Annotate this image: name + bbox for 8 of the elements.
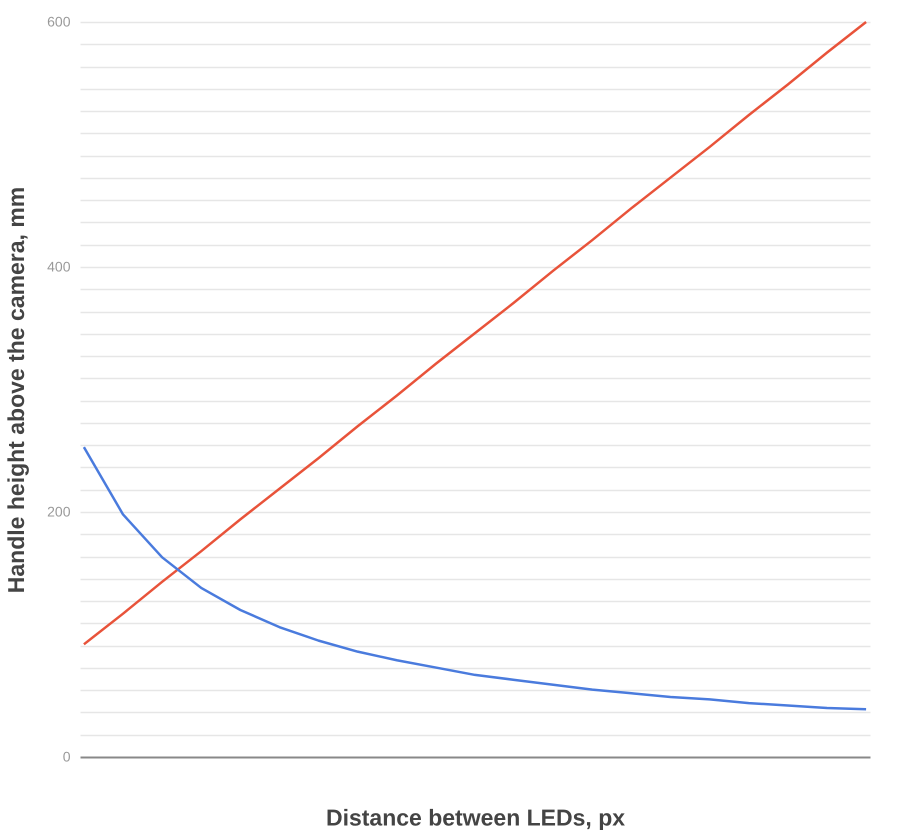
y-axis-title: Handle height above the camera, mm [3, 186, 30, 594]
y-tick-label: 200 [47, 504, 71, 520]
y-tick-label: 600 [47, 14, 71, 30]
line-series [82, 446, 868, 710]
x-axis-title: Distance between LEDs, px [326, 804, 626, 830]
y-tick-label: 400 [47, 258, 71, 274]
line-series [82, 20, 868, 646]
y-tick-label: 0 [62, 748, 71, 764]
